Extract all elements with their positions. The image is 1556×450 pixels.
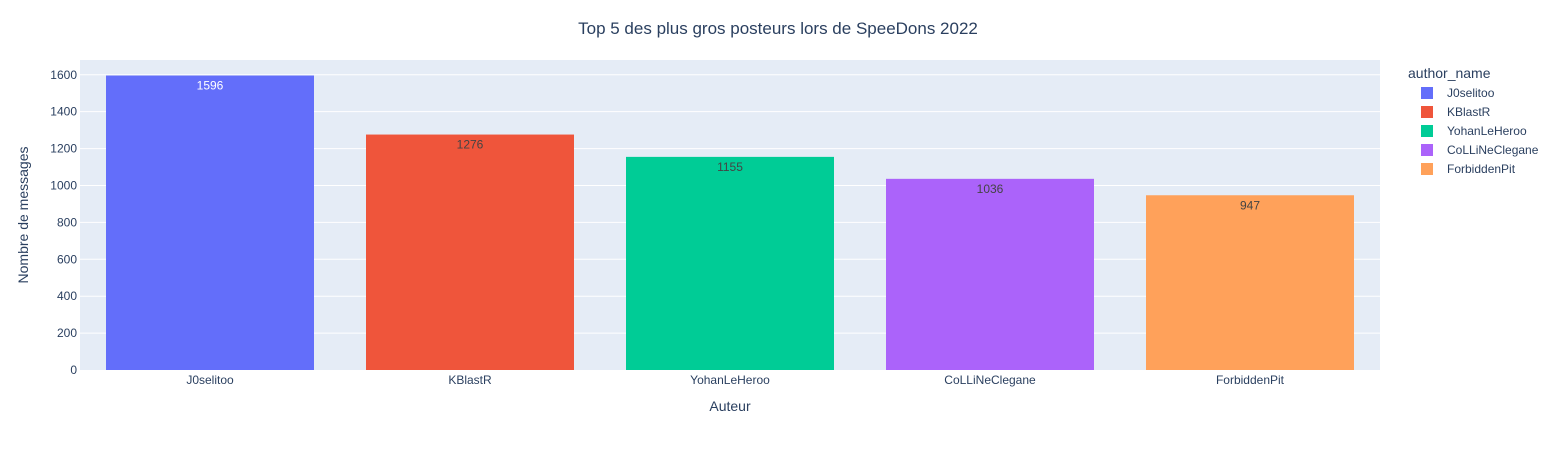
bar-value-label: 947 (1240, 198, 1260, 212)
legend-swatch (1421, 87, 1433, 99)
y-tick-label: 1400 (50, 105, 77, 119)
legend-item-label: KBlastR (1447, 105, 1491, 119)
y-tick-label: 800 (57, 215, 77, 229)
bar (106, 75, 314, 370)
bar-value-label: 1276 (457, 138, 484, 152)
x-tick-label: CoLLiNeClegane (944, 373, 1036, 387)
y-tick-label: 200 (57, 326, 77, 340)
legend-title: author_name (1408, 65, 1491, 81)
y-axis-ticks: 0 200 400 600 800 1000 1200 1400 1600 (50, 68, 77, 377)
y-tick-label: 0 (70, 363, 77, 377)
x-tick-label: YohanLeHeroo (690, 373, 770, 387)
y-tick-label: 600 (57, 252, 77, 266)
legend-swatch (1421, 144, 1433, 156)
data-labels: 1596 1276 1155 1036 947 (197, 79, 1261, 213)
legend-swatch (1421, 163, 1433, 175)
y-tick-label: 1000 (50, 178, 77, 192)
bar (626, 156, 834, 370)
legend-items: J0selitoo KBlastR YohanLeHeroo CoLLiNeClega… (1421, 86, 1539, 176)
x-tick-label: ForbiddenPit (1216, 373, 1285, 387)
legend-item-label: J0selitoo (1447, 86, 1495, 100)
x-axis-ticks: J0selitoo KBlastR YohanLeHeroo CoLLiNeClega… (186, 373, 1284, 387)
bar-value-label: 1155 (717, 160, 743, 174)
bar (366, 134, 574, 370)
y-axis-title: Nombre de messages (15, 147, 31, 284)
legend: author_name J0selitoo KBlastR YohanLeHeroo… (1408, 65, 1539, 176)
legend-item-label: YohanLeHeroo (1447, 124, 1527, 138)
legend-swatch (1421, 106, 1433, 118)
y-tick-label: 1200 (50, 142, 77, 156)
legend-item-label: ForbiddenPit (1447, 162, 1516, 176)
chart-title: Top 5 des plus gros posteurs lors de Spe… (578, 19, 978, 38)
bar (886, 178, 1094, 370)
x-axis-title: Auteur (709, 398, 751, 414)
bars (106, 75, 1354, 370)
bar (1146, 195, 1354, 370)
y-tick-label: 1600 (50, 68, 77, 82)
x-tick-label: J0selitoo (186, 373, 234, 387)
y-tick-label: 400 (57, 289, 77, 303)
legend-swatch (1421, 125, 1433, 137)
bar-value-label: 1036 (977, 182, 1004, 196)
x-tick-label: KBlastR (448, 373, 492, 387)
legend-item-label: CoLLiNeClegane (1447, 143, 1539, 157)
bar-value-label: 1596 (197, 79, 224, 93)
